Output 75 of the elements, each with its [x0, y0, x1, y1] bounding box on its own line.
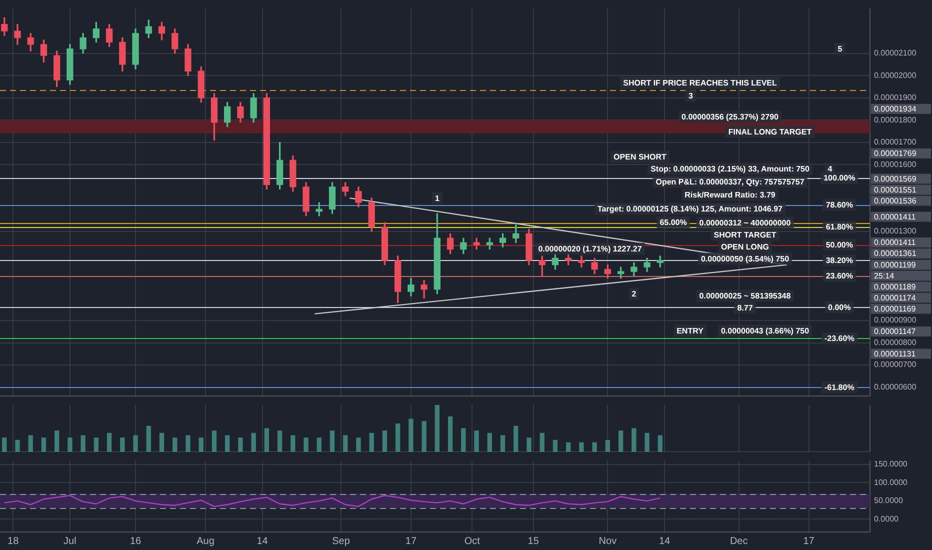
y-tick-label: 0.00001900 — [874, 93, 917, 102]
annotation: -61.80% — [824, 382, 854, 392]
annotation: 0.00000356 (25.37%) 2790 — [682, 112, 780, 122]
annotation: OPEN LONG — [720, 242, 770, 252]
annotation: Stop: 0.00000033 (2.15%) 33, Amount: 750 — [650, 164, 810, 174]
y-tick-label: 0.0000 — [874, 514, 900, 524]
x-tick-label: Jul — [64, 536, 76, 547]
y-tick-label: 0.00000800 — [874, 338, 917, 347]
text: 0.00001551 — [874, 186, 917, 195]
y-tick-label: 0.00001300 — [874, 226, 917, 236]
y-tick-label: 0.00000600 — [874, 382, 917, 392]
y-tick-label: 0.00001700 — [874, 138, 917, 147]
annotation: 78.60% — [826, 200, 853, 210]
x-tick-label: 18 — [8, 536, 20, 547]
y-tick-label: 0.00002100 — [874, 48, 917, 58]
x-tick-label: 14 — [658, 536, 671, 547]
text: 0.00001536 — [874, 196, 917, 206]
y-tick-label: 0.00000900 — [874, 316, 917, 325]
annotation: 61.80% — [826, 222, 853, 232]
text: 0.00001147 — [874, 327, 916, 336]
x-tick-label: Aug — [196, 536, 214, 547]
annotation: 3 — [688, 91, 694, 100]
annotation: SHORT IF PRICE REACHES THIS LEVEL — [623, 78, 778, 88]
annotation: 0.00000043 (3.66%) 750 — [720, 326, 810, 336]
annotation: 0.00000312 ~ 400000000 — [699, 218, 792, 228]
annotation: 0.00% — [828, 302, 851, 312]
text: 0.00001189 — [874, 282, 916, 292]
annotation: Target: 0.00000125 (8.14%) 125, Amount: 1046.97 — [598, 204, 784, 214]
text: 0.00001411 — [874, 238, 916, 248]
y-tick-label: 0.00001600 — [874, 160, 917, 169]
text: 0.00001131 — [874, 349, 916, 358]
x-tick-label: 17 — [803, 536, 815, 547]
x-tick-label: Sep — [332, 536, 350, 547]
text: 25:14 — [874, 272, 895, 281]
annotation: 8.77 — [737, 304, 754, 313]
annotation: Risk/Reward Ratio: 3.79 — [684, 190, 776, 200]
y-tick-label: 150.0000 — [874, 460, 908, 469]
x-tick-label: 14 — [256, 536, 268, 547]
annotation: 5 — [838, 44, 843, 54]
annotation: 2 — [632, 289, 637, 298]
annotation: ENTRY — [676, 326, 704, 336]
text: 0.00001174 — [874, 294, 916, 303]
annotation: Open P&L: 0.00000337, Qty: 757575757 — [656, 178, 805, 187]
y-tick-label: 0.00000700 — [874, 360, 917, 370]
annotation: SHORT TARGET — [714, 230, 776, 240]
annotation: -23.60% — [824, 334, 854, 344]
text: 0.00001934 — [874, 104, 917, 114]
y-tick-label: 50.0000 — [874, 496, 904, 506]
x-tick-label: 15 — [528, 536, 540, 547]
annotation: OPEN SHORT — [614, 152, 667, 162]
x-tick-label: Dec — [730, 536, 748, 547]
y-tick-label: 0.00002000 — [874, 70, 917, 80]
y-tick-label: 100.0000 — [874, 478, 908, 487]
annotation: 23.60% — [826, 272, 853, 281]
annotation: 100.00% — [824, 174, 856, 183]
annotation: 50.00% — [826, 240, 853, 250]
text: 0.00001411 — [874, 212, 916, 222]
text: 0.00001361 — [874, 249, 917, 258]
text: 0.00001569 — [874, 174, 917, 184]
annotation: 0.00000025 ~ 581395348 — [699, 292, 792, 301]
annotation: 38.20% — [826, 256, 853, 266]
annotation: 65.00% — [660, 218, 687, 228]
x-tick-label: Oct — [464, 536, 480, 547]
text: 0.00001169 — [874, 304, 916, 314]
text: 0.00001199 — [874, 260, 916, 270]
x-tick-label: 16 — [130, 536, 142, 547]
x-tick-label: Nov — [598, 536, 617, 547]
annotation: FINAL LONG TARGET — [728, 128, 812, 137]
annotation: 0.00000020 (1.71%) 1227.27 — [538, 244, 642, 254]
annotation: 1 — [434, 194, 440, 203]
text: 0.00001769 — [874, 149, 917, 158]
annotation: 0.00000050 (3.54%) 750 — [700, 254, 790, 264]
x-tick-label: 17 — [405, 536, 417, 547]
annotation: 4 — [828, 164, 833, 174]
y-tick-label: 0.00001800 — [874, 115, 917, 124]
